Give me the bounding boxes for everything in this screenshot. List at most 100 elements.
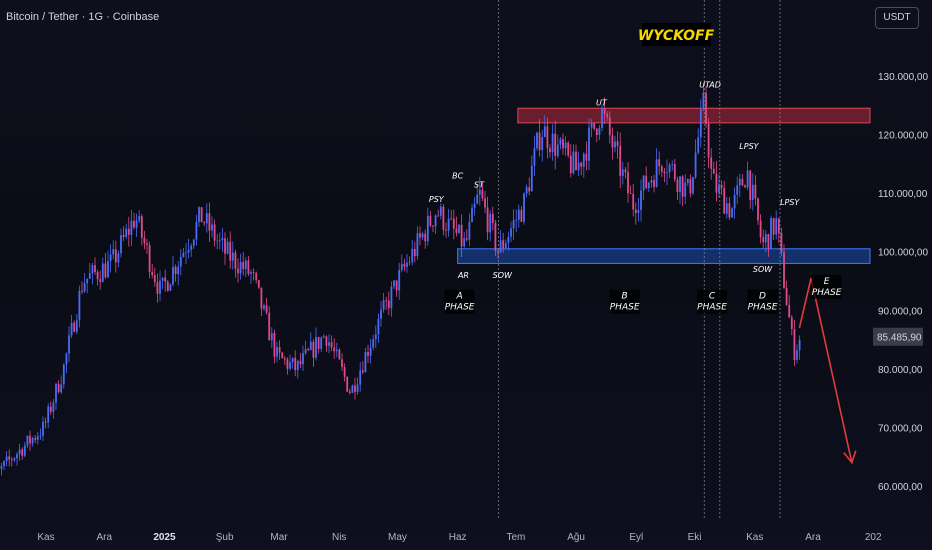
candle-body [395, 280, 398, 291]
time-tick-label: Eyl [629, 532, 643, 543]
candle [377, 313, 380, 343]
candle [494, 219, 497, 256]
wyckoff-event-label: SOW [493, 271, 513, 280]
candle [554, 120, 557, 170]
candle [463, 231, 466, 250]
candle-body [322, 336, 325, 338]
candle [645, 166, 648, 190]
candle [73, 320, 76, 333]
candle-body [785, 288, 788, 305]
candle [668, 162, 671, 179]
candle-body [52, 402, 55, 412]
quote-currency-button[interactable]: USDT [875, 7, 919, 29]
last-price-value: 85.485,90 [877, 333, 922, 344]
candle-body [286, 359, 289, 369]
candle-body [478, 189, 481, 195]
candle [270, 327, 273, 348]
candle [772, 217, 775, 240]
candle-body [5, 456, 8, 462]
candle-body [47, 406, 50, 423]
candle [642, 175, 645, 201]
candle [439, 203, 442, 220]
candle [169, 283, 172, 291]
candle-body [772, 218, 775, 235]
candle [380, 301, 382, 327]
time-tick-label: Kas [746, 532, 763, 543]
candle-body [130, 220, 133, 235]
candle [598, 124, 601, 140]
candle-body [333, 347, 336, 352]
phase-word: PHASE [445, 303, 475, 313]
candle-body [361, 370, 364, 373]
candle-body [296, 360, 299, 371]
candle [702, 82, 705, 112]
candle-body [135, 220, 138, 228]
candle-body [268, 312, 271, 341]
candle-body [559, 139, 562, 145]
candle [777, 217, 780, 244]
candle [260, 287, 263, 317]
candle-body [49, 406, 52, 412]
candle [26, 435, 29, 449]
candle-body [424, 233, 427, 242]
candle-body [679, 176, 681, 193]
candle [281, 351, 284, 359]
candle-body [390, 286, 393, 309]
candle-body [728, 203, 731, 218]
candle-body [520, 209, 523, 222]
candle-body [437, 215, 440, 217]
candle [135, 213, 138, 237]
candle [174, 264, 177, 282]
candle-body [523, 193, 525, 222]
candle-body [317, 337, 320, 349]
candle [117, 250, 120, 268]
phase-word: PHASE [748, 303, 778, 313]
candle-body [575, 151, 577, 171]
candle-body [372, 339, 375, 348]
time-tick-label: Ara [96, 532, 112, 543]
candle-body [351, 385, 354, 393]
candle [60, 375, 63, 395]
candle [585, 141, 588, 171]
candle [546, 117, 549, 159]
candle-body [471, 207, 473, 222]
candle-body [590, 122, 593, 128]
candle-body [114, 249, 117, 263]
candle-body [403, 263, 406, 267]
candle [538, 118, 541, 157]
candle [289, 354, 291, 371]
candle [689, 174, 692, 198]
support-zone [457, 248, 871, 264]
candle-body [741, 178, 744, 186]
candle-body [653, 180, 655, 187]
candle-body [530, 165, 533, 192]
candle-body [749, 170, 752, 201]
candle-body [751, 184, 754, 201]
candle [159, 270, 161, 302]
candle [36, 432, 39, 445]
candle [671, 160, 674, 171]
candle-body [406, 262, 408, 267]
candle [216, 233, 219, 250]
candle [679, 175, 681, 205]
candle [523, 192, 525, 225]
candle [712, 161, 715, 174]
time-tick-label: Eki [688, 532, 702, 543]
phase-word: PHASE [812, 288, 842, 298]
candle [408, 256, 411, 266]
candle [619, 132, 622, 189]
candle-body [499, 240, 502, 253]
candle [491, 206, 494, 231]
candle-body [244, 260, 247, 270]
candle-body [73, 322, 76, 332]
candle [127, 216, 130, 247]
candle-body [663, 171, 666, 174]
candle [203, 221, 206, 227]
candle-body [673, 164, 676, 180]
candle [499, 230, 502, 254]
candles [0, 82, 801, 476]
candle-body [543, 126, 546, 138]
candle [393, 279, 395, 290]
